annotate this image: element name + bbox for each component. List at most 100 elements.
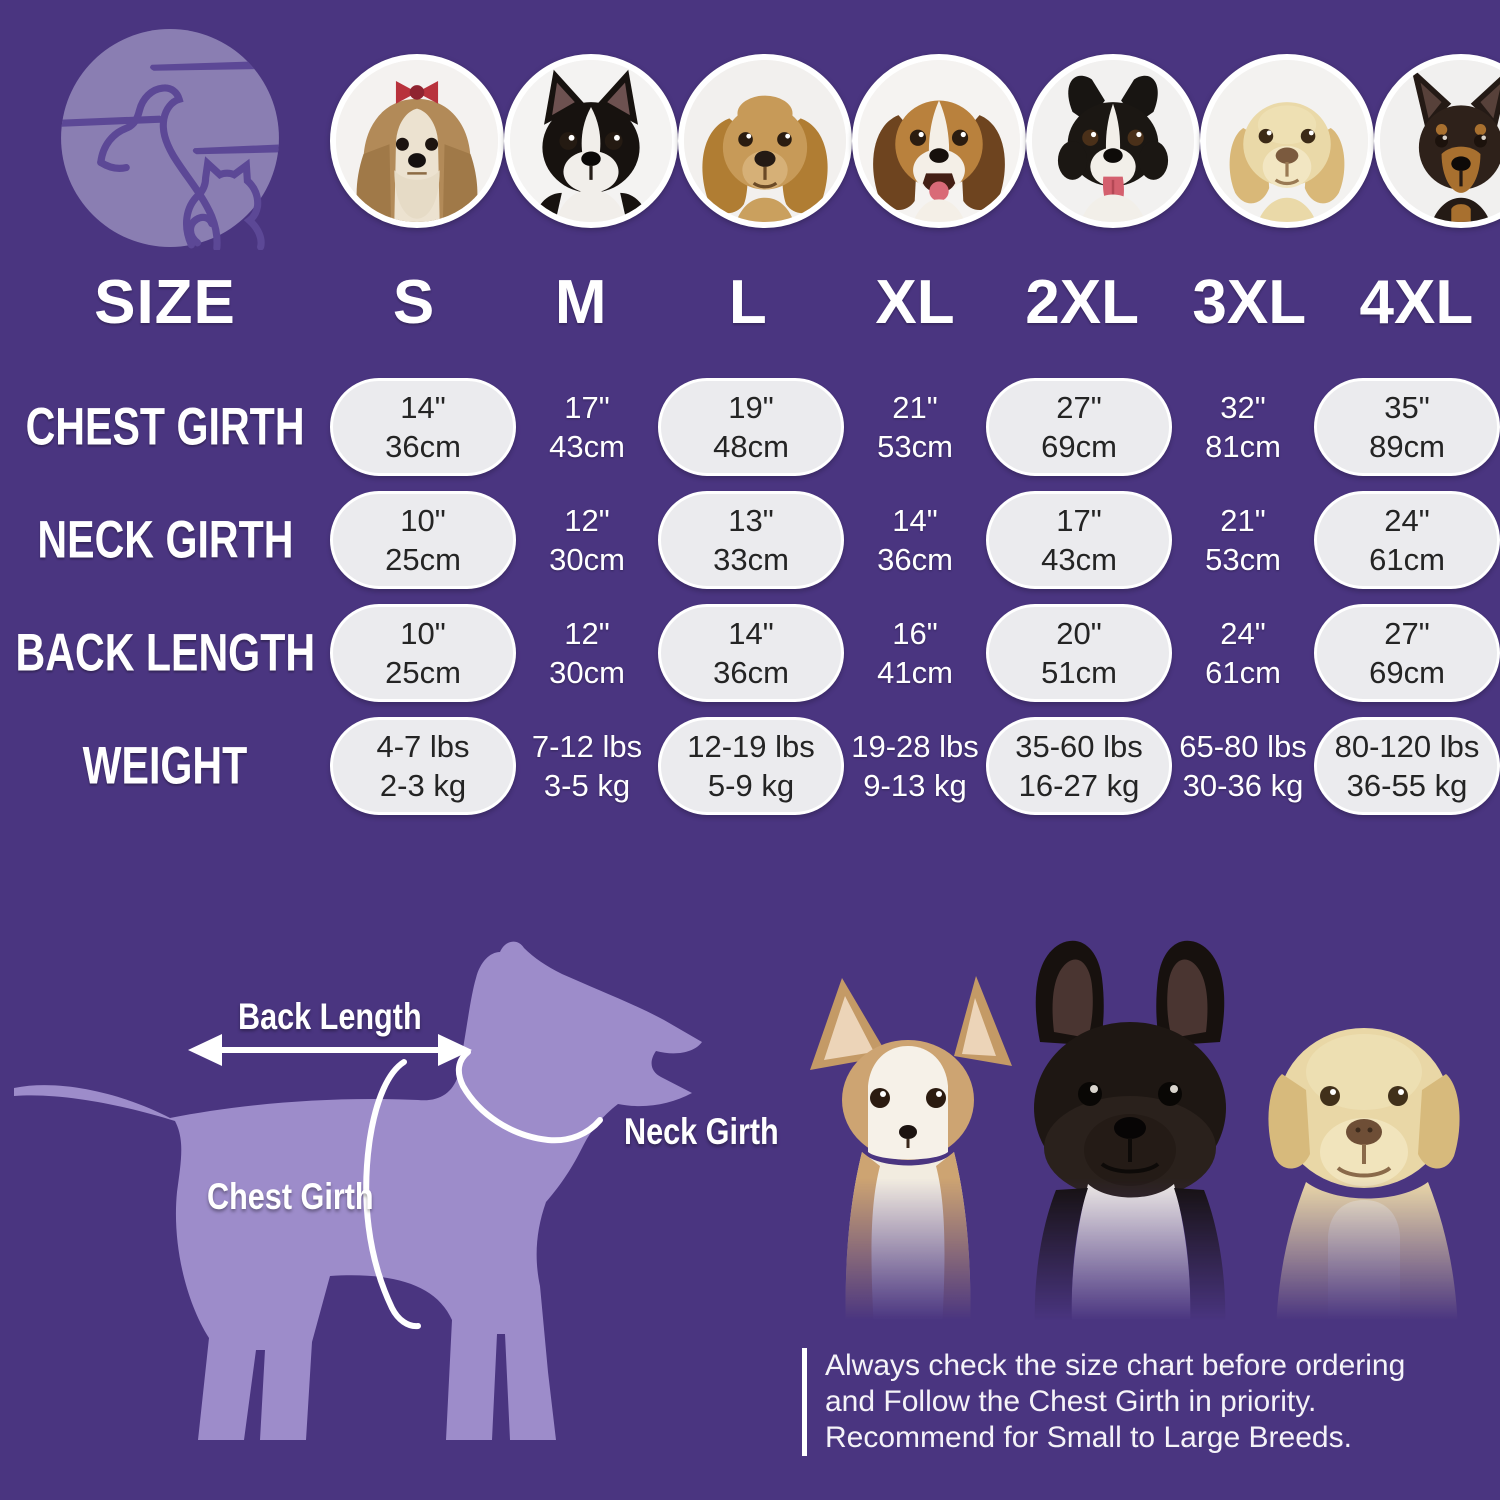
sizing-note: Always check the size chart before order…: [802, 1348, 1405, 1456]
value-weight-4xl: 80-120 lbs 36-55 kg: [1314, 717, 1500, 815]
breed-photo-cocker-spaniel: [678, 54, 852, 228]
value-primary: 16": [892, 616, 938, 651]
note-accent-bar: [802, 1348, 807, 1456]
brand-logo: [58, 26, 282, 252]
row-weight: WEIGHT 4-7 lbs 2-3 kg 7-12 lbs 3-5 kg 12-19 l…: [0, 717, 1500, 815]
value-primary: 24": [1384, 503, 1430, 538]
row-back-length: BACK LENGTH 10" 25cm 12" 30cm 14" 36cm 16" 41cm 2…: [0, 604, 1500, 702]
value-secondary: 51cm: [1041, 655, 1117, 690]
value-back-length-m: 12" 30cm: [549, 614, 625, 692]
value-chest-girth-s: 14" 36cm: [330, 378, 516, 476]
chihuahua-photo: [810, 976, 1012, 1330]
value-chest-girth-l: 19" 48cm: [658, 378, 844, 476]
neck-girth-line: [455, 1049, 603, 1144]
value-secondary: 89cm: [1369, 429, 1445, 464]
value-secondary: 33cm: [713, 542, 789, 577]
value-neck-girth-m: 12" 30cm: [549, 501, 625, 579]
dogs-photo-group: [758, 856, 1500, 1330]
value-secondary: 30-36 kg: [1182, 768, 1304, 803]
breed-photo-border-collie: [1026, 54, 1200, 228]
back-length-arrow: [188, 1034, 472, 1066]
value-secondary: 36cm: [877, 542, 953, 577]
value-back-length-4xl: 27" 69cm: [1314, 604, 1500, 702]
breed-photo-beagle: [852, 54, 1026, 228]
value-weight-m: 7-12 lbs 3-5 kg: [532, 727, 642, 805]
value-primary: 65-80 lbs: [1179, 729, 1307, 764]
value-secondary: 61cm: [1205, 655, 1281, 690]
row-chest-girth: CHEST GIRTH 14" 36cm 17" 43cm 19" 48cm 21" 53cm 2…: [0, 378, 1500, 476]
dog-silhouette: [14, 941, 702, 1440]
dog-cat-logo-icon: [61, 29, 279, 252]
note-line: Recommend for Small to Large Breeds.: [825, 1421, 1352, 1454]
value-chest-girth-4xl: 35" 89cm: [1314, 378, 1500, 476]
row-label-neck-girth: NECK GIRTH: [36, 510, 294, 570]
back-length-label: Back Length: [238, 996, 422, 1038]
value-weight-xl: 19-28 lbs 9-13 kg: [851, 727, 979, 805]
value-secondary: 43cm: [1041, 542, 1117, 577]
chest-girth-label: Chest Girth: [207, 1176, 374, 1218]
value-secondary: 81cm: [1205, 429, 1281, 464]
chest-girth-line: [363, 1059, 421, 1330]
row-label-back-length: BACK LENGTH: [15, 623, 315, 683]
value-primary: 12": [564, 616, 610, 651]
value-chest-girth-3xl: 32" 81cm: [1205, 388, 1281, 466]
breed-photo-row: [0, 54, 1500, 228]
size-header-4xl: 4XL: [1359, 267, 1474, 337]
value-chest-girth-xl: 21" 53cm: [877, 388, 953, 466]
value-primary: 35-60 lbs: [1015, 729, 1143, 764]
value-neck-girth-xl: 14" 36cm: [877, 501, 953, 579]
value-weight-3xl: 65-80 lbs 30-36 kg: [1179, 727, 1307, 805]
size-header-3xl: 3XL: [1192, 267, 1307, 337]
value-secondary: 25cm: [385, 655, 461, 690]
value-neck-girth-l: 13" 33cm: [658, 491, 844, 589]
value-neck-girth-4xl: 24" 61cm: [1314, 491, 1500, 589]
value-secondary: 36cm: [385, 429, 461, 464]
breed-photo-doberman: [1374, 54, 1500, 228]
value-primary: 4-7 lbs: [376, 729, 470, 764]
labrador-photo: [1268, 1028, 1460, 1330]
size-header-row: SIZE S M L XL 2XL 3XL 4XL: [0, 256, 1500, 348]
value-neck-girth-2xl: 17" 43cm: [986, 491, 1172, 589]
value-secondary: 9-13 kg: [863, 768, 967, 803]
value-primary: 32": [1220, 390, 1266, 425]
note-line: and Follow the Chest Girth in priority.: [825, 1385, 1317, 1418]
size-header-l: L: [728, 267, 767, 337]
value-back-length-l: 14" 36cm: [658, 604, 844, 702]
value-primary: 10": [400, 616, 446, 651]
note-text: Always check the size chart before order…: [825, 1348, 1405, 1456]
value-back-length-s: 10" 25cm: [330, 604, 516, 702]
size-header-s: S: [392, 267, 435, 337]
neck-girth-label: Neck Girth: [624, 1111, 779, 1153]
value-primary: 14": [892, 503, 938, 538]
value-secondary: 53cm: [1205, 542, 1281, 577]
dog-silhouette-diagram: [14, 941, 702, 1440]
value-primary: 17": [1056, 503, 1102, 538]
french-bulldog-photo: [1034, 940, 1226, 1330]
value-primary: 24": [1220, 616, 1266, 651]
note-line: Always check the size chart before order…: [825, 1349, 1406, 1382]
value-primary: 80-120 lbs: [1334, 729, 1480, 764]
value-primary: 12": [564, 503, 610, 538]
value-primary: 17": [564, 390, 610, 425]
value-weight-l: 12-19 lbs 5-9 kg: [658, 717, 844, 815]
size-table: CHEST GIRTH 14" 36cm 17" 43cm 19" 48cm 21" 53cm 2…: [0, 378, 1500, 815]
value-chest-girth-2xl: 27" 69cm: [986, 378, 1172, 476]
value-secondary: 41cm: [877, 655, 953, 690]
value-secondary: 43cm: [549, 429, 625, 464]
breed-photo-boston-terrier: [504, 54, 678, 228]
value-primary: 12-19 lbs: [687, 729, 815, 764]
value-secondary: 69cm: [1041, 429, 1117, 464]
value-chest-girth-m: 17" 43cm: [549, 388, 625, 466]
size-header-m: M: [554, 267, 607, 337]
value-secondary: 5-9 kg: [707, 768, 795, 803]
value-primary: 14": [400, 390, 446, 425]
measuring-diagram: [0, 900, 780, 1460]
row-label-weight: WEIGHT: [82, 736, 248, 796]
size-column-title: SIZE: [94, 267, 236, 337]
value-primary: 19": [728, 390, 774, 425]
value-primary: 19-28 lbs: [851, 729, 979, 764]
value-neck-girth-3xl: 21" 53cm: [1205, 501, 1281, 579]
row-label-chest-girth: CHEST GIRTH: [25, 397, 305, 457]
value-secondary: 69cm: [1369, 655, 1445, 690]
value-weight-s: 4-7 lbs 2-3 kg: [330, 717, 516, 815]
